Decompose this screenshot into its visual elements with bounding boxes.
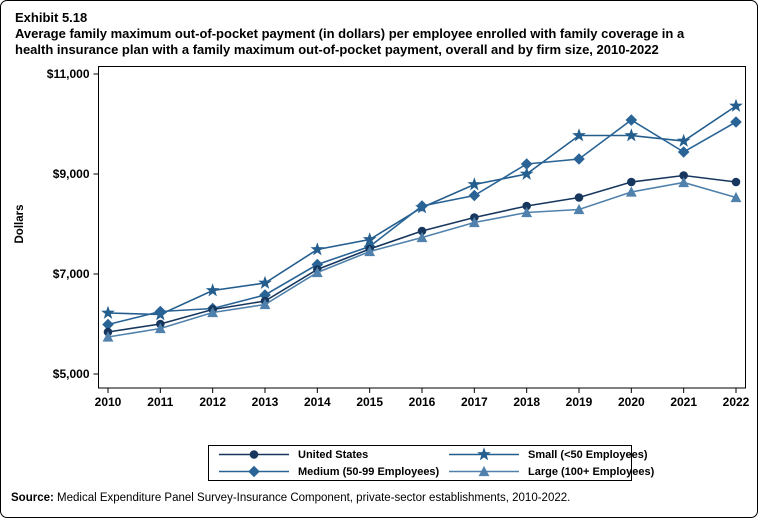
marker-triangle-2021 — [678, 176, 690, 188]
x-tick-label-2017: 2017 — [461, 395, 488, 409]
marker-star-2020 — [624, 128, 639, 142]
marker-circle-2016 — [417, 226, 427, 236]
marker-diamond-2022 — [730, 116, 742, 128]
chart-title: Average family maximum out-of-pocket pay… — [15, 26, 737, 58]
y-tick-label: $7,000 — [53, 267, 90, 281]
star-icon — [449, 447, 519, 461]
legend-entry-united-states: United States — [219, 447, 449, 462]
legend-label: United States — [298, 448, 369, 461]
triangle-icon — [449, 465, 519, 477]
marker-triangle-2010 — [102, 331, 114, 342]
legend-label: Large (100+ Employees) — [528, 465, 655, 478]
source-label: Source: — [11, 492, 54, 504]
marker-star-2010 — [101, 305, 115, 319]
source-text: Medical Expenditure Panel Survey-Insuran… — [53, 492, 571, 504]
marker-star-2021 — [676, 133, 691, 147]
legend: United States Small (<50 Employees) Medium… — [208, 445, 654, 481]
series-line-medium-50-99-employees — [107, 119, 737, 326]
marker-diamond-2017 — [468, 189, 481, 202]
marker-triangle-2012 — [207, 306, 219, 318]
x-tick-label-2019: 2019 — [566, 395, 593, 409]
x-tick-label-2022: 2022 — [723, 395, 750, 409]
marker-triangle-2011 — [154, 322, 166, 334]
marker-star-2019 — [572, 128, 586, 142]
marker-diamond-2011 — [154, 305, 167, 318]
legend-marker-diamond — [248, 465, 260, 478]
y-tick-label: $11,000 — [47, 67, 90, 81]
marker-triangle-2022 — [730, 191, 742, 203]
marker-circle-2020 — [627, 177, 636, 187]
marker-diamond-2018 — [520, 158, 533, 170]
x-tick-label-2015: 2015 — [356, 395, 383, 409]
marker-triangle-2016 — [416, 231, 428, 243]
marker-star-2022 — [729, 98, 743, 112]
chart-title-line1: Average family maximum out-of-pocket pay… — [15, 26, 685, 41]
marker-circle-2022 — [731, 177, 741, 187]
marker-triangle-2020 — [625, 186, 637, 197]
x-tick-label-2010: 2010 — [95, 395, 122, 409]
marker-triangle-2013 — [259, 298, 271, 310]
marker-diamond-2010 — [102, 318, 114, 331]
marker-diamond-2020 — [625, 114, 638, 126]
series-large-100-employees — [102, 176, 742, 342]
marker-star-2017 — [467, 177, 482, 191]
marker-circle-2019 — [574, 193, 584, 202]
marker-diamond-2016 — [416, 200, 428, 212]
x-tick-label-2014: 2014 — [304, 395, 331, 409]
legend-marker-circle — [249, 450, 259, 459]
marker-star-2014 — [310, 242, 325, 256]
x-tick-label-2013: 2013 — [252, 395, 279, 409]
x-tick-label-2018: 2018 — [513, 395, 540, 409]
x-tick-label-2020: 2020 — [618, 395, 645, 409]
circle-icon — [219, 450, 289, 459]
marker-circle-2018 — [522, 201, 531, 211]
exhibit-label: Exhibit 5.18 — [15, 10, 88, 25]
x-tick-label-2021: 2021 — [670, 395, 697, 409]
source-line: Source: Medical Expenditure Panel Survey… — [11, 492, 751, 504]
marker-triangle-2014 — [311, 266, 323, 278]
legend-label: Medium (50-99 Employees) — [298, 465, 440, 478]
marker-star-2015 — [362, 232, 377, 246]
marker-triangle-2015 — [364, 245, 376, 257]
chart-title-line2: health insurance plan with a family maxi… — [15, 42, 659, 57]
marker-star-2012 — [205, 283, 220, 297]
marker-triangle-2019 — [573, 203, 585, 215]
legend-entry-large-100-employees: Large (100+ Employees) — [449, 464, 654, 479]
x-tick-label-2016: 2016 — [409, 395, 436, 409]
series-united-states — [103, 171, 741, 337]
marker-star-2013 — [258, 275, 272, 289]
marker-triangle-2018 — [521, 206, 533, 218]
legend-label: Small (<50 Employees) — [528, 448, 648, 461]
marker-diamond-2021 — [677, 146, 690, 158]
marker-star-2018 — [519, 166, 534, 180]
legend-entry-small-50-employees: Small (<50 Employees) — [449, 447, 654, 462]
marker-triangle-2017 — [468, 216, 480, 228]
x-tick-label-2012: 2012 — [199, 395, 226, 409]
title-block: Exhibit 5.18 Average family maximum out-… — [15, 10, 745, 58]
legend-marker-triangle — [478, 465, 490, 477]
diamond-icon — [219, 465, 289, 478]
y-tick-label: $9,000 — [53, 167, 90, 181]
marker-diamond-2019 — [573, 153, 585, 165]
legend-marker-star — [477, 447, 491, 461]
x-tick-label-2011: 2011 — [147, 395, 173, 409]
marker-circle-2021 — [679, 171, 688, 180]
legend-entry-medium-50-99-employees: Medium (50-99 Employees) — [219, 464, 449, 479]
y-tick-label: $5,000 — [53, 367, 90, 381]
y-axis-title: Dollars — [14, 205, 26, 244]
